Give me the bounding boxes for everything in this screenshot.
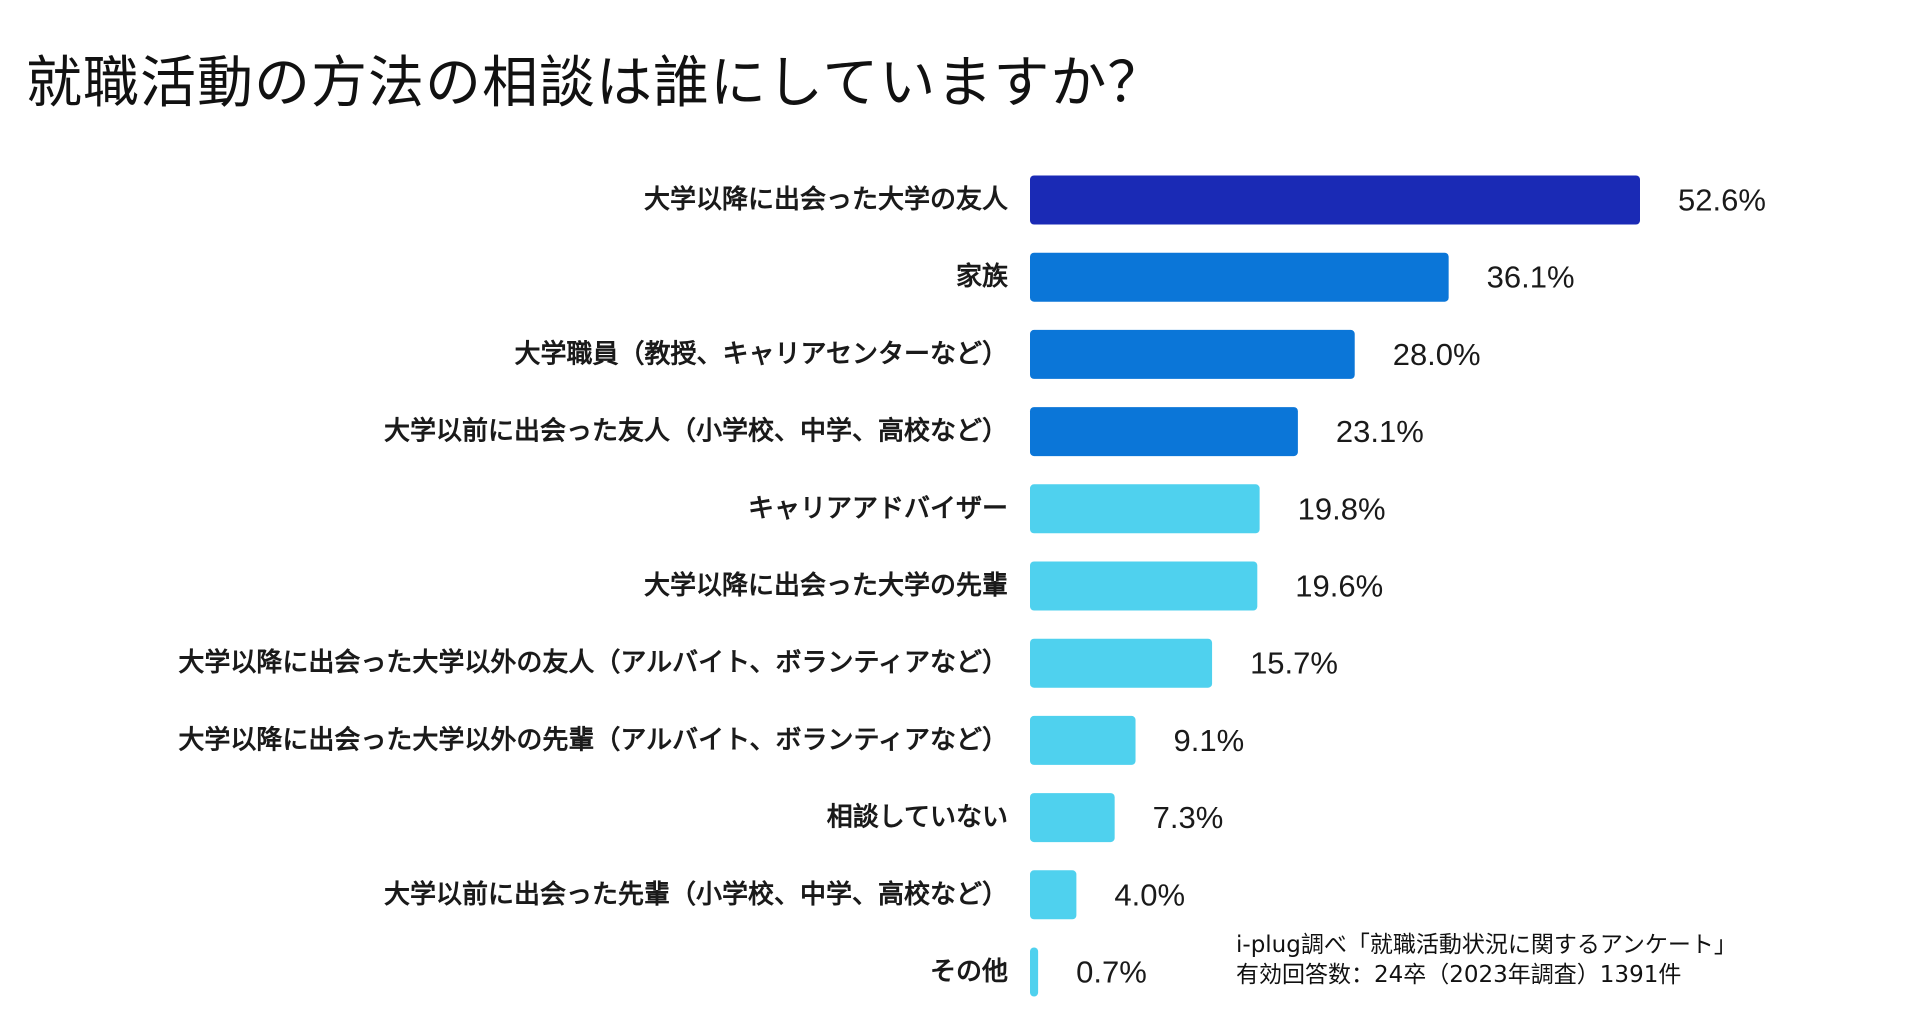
source-line-2: 有効回答数：24卒（2023年調査）1391件 [1236,962,1682,988]
bar-7 [1030,638,1213,688]
bar-3 [1030,329,1355,379]
value-label-2: 36.1% [1487,260,1575,295]
bar-9 [1030,793,1115,843]
value-label-8: 9.1% [1174,723,1245,758]
category-label-1: 大学以降に出会った大学の友人 [644,184,1008,215]
category-label-2: 家族 [956,261,1009,292]
value-label-10: 4.0% [1114,877,1185,912]
bar-8 [1030,715,1136,765]
bar-4 [1030,407,1298,457]
category-label-4: 大学以前に出会った友人（小学校、中学、高校など） [384,416,1008,447]
value-label-1: 52.6% [1678,183,1766,218]
category-label-9: 相談していない [827,802,1008,833]
source-line-1: i-plug調べ「就職活動状況に関するアンケート」 [1236,932,1737,958]
category-label-6: 大学以降に出会った大学の先輩 [644,570,1008,601]
chart-title: 就職活動の方法の相談は誰にしていますか？ [26,51,1165,116]
value-label-7: 15.7% [1250,646,1338,681]
category-label-7: 大学以降に出会った大学以外の友人（アルバイト、ボランティアなど） [178,647,1008,678]
category-label-5: キャリアアドバイザー [748,494,1008,524]
value-label-3: 28.0% [1393,337,1481,372]
bars [1030,175,1640,997]
category-label-11: その他 [930,957,1008,987]
bar-2 [1030,252,1449,302]
value-label-6: 19.6% [1295,569,1383,604]
category-label-3: 大学職員（教授、キャリアセンターなど） [515,338,1008,369]
bar-1 [1030,175,1640,225]
value-label-5: 19.8% [1298,491,1386,526]
bar-11 [1030,947,1039,997]
value-label-11: 0.7% [1076,955,1147,990]
value-label-9: 7.3% [1153,800,1224,835]
source-note: i-plug調べ「就職活動状況に関するアンケート」 有効回答数：24卒（2023… [1236,930,1737,990]
bar-6 [1030,561,1258,611]
bar-5 [1030,484,1260,534]
value-label-4: 23.1% [1336,414,1424,449]
bar-10 [1030,870,1077,920]
category-label-8: 大学以降に出会った大学以外の先輩（アルバイト、ボランティアなど） [178,724,1008,755]
category-label-10: 大学以前に出会った先輩（小学校、中学、高校など） [384,879,1008,910]
value-labels: 52.6% 36.1% 28.0% 23.1% 19.8% 19.6% 15.7% 9.1% 7… [1076,183,1766,990]
